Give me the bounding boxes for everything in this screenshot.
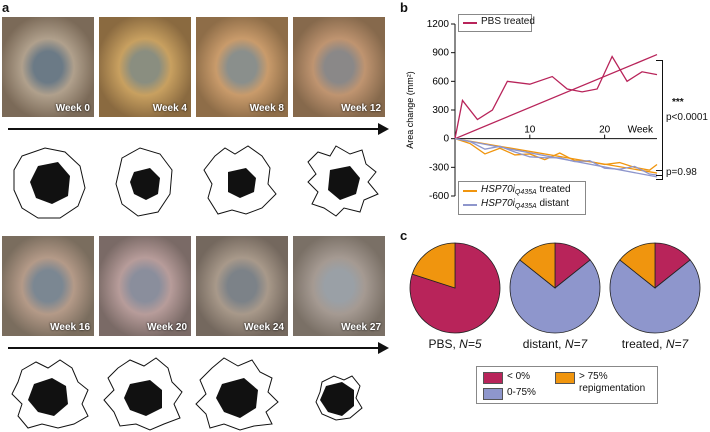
legend-hsp-distant-line <box>463 204 477 206</box>
week-label: Week 8 <box>249 103 284 114</box>
y-axis-label: Area change (mm²) <box>405 71 415 149</box>
legend-repigmentation: < 0% 0-75% > 75% repigmentation <box>476 366 658 404</box>
significance-bracket-top <box>656 60 663 176</box>
y-tick-label: 0 <box>443 134 449 145</box>
y-tick-label: 900 <box>432 48 449 59</box>
week-label: Week 24 <box>244 322 284 333</box>
pie-0-slice-2 <box>411 242 456 289</box>
x-axis-label: Week <box>628 125 654 136</box>
timeline-arrowhead-top <box>378 123 389 135</box>
gene-subscript: Q435A <box>514 189 537 196</box>
week-label: Week 0 <box>55 103 90 114</box>
significance-stars: *** <box>672 97 684 108</box>
legend-hsp-treated-label: HSP70iQ435A treated <box>481 184 571 196</box>
top-photo-2: Week 8 <box>196 17 288 117</box>
y-tick-label: 1200 <box>427 19 450 30</box>
pie-label-1: distant, N=7 <box>505 337 605 351</box>
pie-n: N=7 <box>564 337 588 351</box>
pie-group-name: treated, <box>621 337 666 351</box>
tracing-week-24 <box>195 357 279 431</box>
panel-c-label: c <box>400 228 408 243</box>
legend-hsp-treated-line <box>463 190 477 192</box>
pie-1-slice-2 <box>519 242 556 289</box>
treated-text: treated <box>539 184 571 195</box>
bottom-photo-3: Week 27 <box>293 236 385 336</box>
pie-label-0: PBS, N=5 <box>405 337 505 351</box>
legend-high-label: > 75% <box>579 371 608 382</box>
week-label: Week 16 <box>50 322 90 333</box>
pie-group-name: PBS, <box>428 337 460 351</box>
y-tick-label: -300 <box>429 162 449 173</box>
tracing-week-27 <box>315 375 363 421</box>
legend-pbs-label: PBS treated <box>481 16 535 27</box>
repigmentation-pie-charts <box>409 242 701 334</box>
pie-label-2: treated, N=7 <box>605 337 705 351</box>
hsp70i-q435a-distant-line <box>454 138 658 176</box>
timeline-arrowhead-bottom <box>378 342 389 354</box>
tracing-week-12 <box>307 145 379 217</box>
pie-2-slice-1 <box>609 259 701 334</box>
legend-high-label-2: repigmentation <box>579 383 646 394</box>
legend-hsp-box: HSP70iQ435A treated HSP70iQ435A distant <box>458 181 586 215</box>
panel-a-label: a <box>2 0 10 15</box>
pbs-trend-line <box>454 53 658 140</box>
legend-neg-label: < 0% <box>507 371 531 382</box>
pie-group-name: distant, <box>522 337 565 351</box>
tracing-week-4 <box>115 147 173 217</box>
top-photo-1: Week 4 <box>99 17 191 117</box>
legend-mid-label: 0-75% <box>507 387 536 398</box>
gene-subscript: Q435A <box>514 203 537 210</box>
timeline-arrow-top <box>8 128 380 130</box>
tracing-week-0 <box>13 147 86 219</box>
x-tick-label: 20 <box>599 125 611 136</box>
legend-pbs-box: PBS treated <box>458 14 535 32</box>
legend-neg-swatch <box>483 372 503 384</box>
lesion-tracings-top <box>13 145 379 219</box>
week-label: Week 27 <box>341 322 381 333</box>
x-tick-label: 10 <box>524 125 536 136</box>
timeline-arrow-bottom <box>8 347 380 349</box>
week-label: Week 20 <box>147 322 187 333</box>
bottom-photo-0: Week 16 <box>2 236 94 336</box>
tracing-week-20 <box>103 357 183 431</box>
week-label: Week 4 <box>152 103 187 114</box>
panel-b-label: b <box>400 0 408 15</box>
gene-name: HSP70i <box>481 198 515 209</box>
p-value-pbs: p<0.0001 <box>666 112 708 123</box>
pbs-treated-line <box>454 55 658 139</box>
legend-mid-swatch <box>483 388 503 400</box>
tracing-week-16 <box>11 359 89 429</box>
bottom-photo-1: Week 20 <box>99 236 191 336</box>
p-value-hsp: p=0.98 <box>666 167 697 178</box>
hsp70i-q435a-treated-line <box>454 138 658 171</box>
distant-text: distant <box>539 198 569 209</box>
legend-hsp-distant-label: HSP70iQ435A distant <box>481 198 569 210</box>
y-tick-label: 300 <box>432 105 449 116</box>
gene-name: HSP70i <box>481 184 515 195</box>
top-photo-3: Week 12 <box>293 17 385 117</box>
pie-n: N=5 <box>459 337 482 351</box>
top-photo-0: Week 0 <box>2 17 94 117</box>
lesion-tracings-bottom <box>11 357 363 431</box>
pie-1-slice-1 <box>509 259 601 334</box>
significance-bracket-bottom <box>656 170 663 180</box>
hsp70i-q435a-distant-trend-line <box>454 138 658 178</box>
pie-2-slice-2 <box>619 242 656 289</box>
legend-high-swatch <box>555 372 575 384</box>
legend-pbs-line <box>463 22 477 24</box>
y-tick-label: 600 <box>432 76 449 87</box>
area-change-line-chart: -600 -300 0 300 600 900 1200 10 20 Week Area chang… <box>405 19 658 202</box>
bottom-photo-2: Week 24 <box>196 236 288 336</box>
pie-n: N=7 <box>665 337 689 351</box>
tracing-week-8 <box>203 145 277 215</box>
week-label: Week 12 <box>341 103 381 114</box>
y-tick-label: -600 <box>429 191 449 202</box>
